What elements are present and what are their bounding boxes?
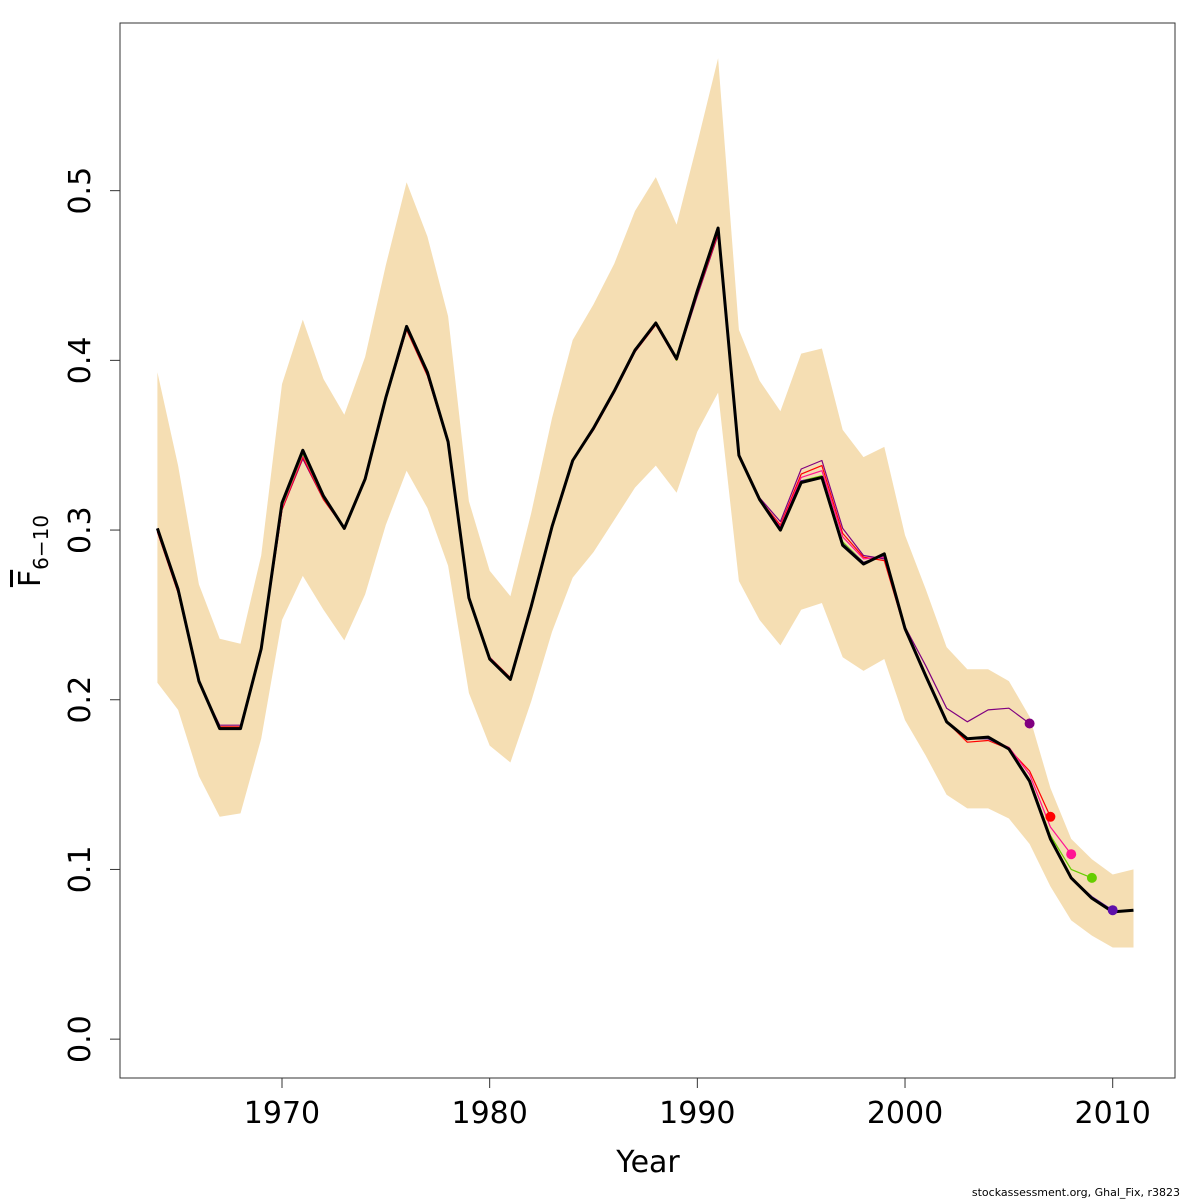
series-end-marker-5 bbox=[1107, 905, 1118, 916]
series-end-markers bbox=[1024, 718, 1118, 916]
series-end-marker-2 bbox=[1045, 811, 1056, 822]
series-line-6 bbox=[155, 226, 1134, 914]
series-lines bbox=[155, 226, 1134, 914]
x-axis-title: Year bbox=[615, 1145, 680, 1180]
y-tick-label: 0.0 bbox=[63, 1015, 98, 1063]
y-axis: 0.0 0.1 0.2 0.3 0.4 0.5 bbox=[63, 167, 121, 1063]
confidence-band-area bbox=[157, 58, 1134, 948]
x-tick-label: 1990 bbox=[659, 1096, 735, 1131]
y-axis-title: F6−10 bbox=[13, 515, 53, 587]
x-tick-label: 1970 bbox=[244, 1096, 320, 1131]
x-tick-label: 1980 bbox=[451, 1096, 527, 1131]
y-axis-title-symbol: F bbox=[13, 570, 48, 587]
series-end-marker-3 bbox=[1066, 849, 1077, 860]
confidence-band bbox=[157, 58, 1134, 948]
series-end-marker-1 bbox=[1024, 718, 1035, 729]
y-tick-label: 0.2 bbox=[63, 676, 98, 724]
svg-text:F6−10: F6−10 bbox=[13, 515, 53, 587]
x-axis: 1970 1980 1990 2000 2010 bbox=[244, 1077, 1151, 1131]
series-end-marker-4 bbox=[1086, 872, 1097, 883]
x-tick-label: 2000 bbox=[867, 1096, 943, 1131]
y-tick-label: 0.5 bbox=[63, 167, 98, 215]
y-tick-label: 0.1 bbox=[63, 846, 98, 894]
y-tick-label: 0.4 bbox=[63, 337, 98, 385]
y-tick-label: 0.3 bbox=[63, 506, 98, 554]
y-axis-title-subscript: 6−10 bbox=[29, 515, 53, 570]
x-tick-label: 2010 bbox=[1075, 1096, 1151, 1131]
credit-text: stockassessment.org, Ghal_Fix, r3823 bbox=[972, 1186, 1180, 1199]
